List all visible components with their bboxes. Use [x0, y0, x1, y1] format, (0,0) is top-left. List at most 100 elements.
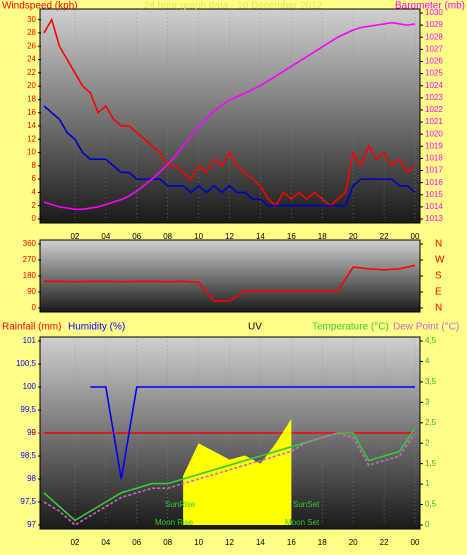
y-tick-label: 97,5	[20, 497, 36, 506]
y2-tick-label: 1029	[425, 20, 443, 29]
y2-tick-label: 1022	[425, 105, 443, 114]
y-tick-label: 0	[32, 214, 37, 223]
line	[43, 105, 416, 207]
x-tick-label: 04	[101, 538, 110, 547]
y-tick-label: 10	[27, 148, 36, 157]
line	[43, 427, 416, 522]
y2-tick-label: 1016	[425, 178, 443, 187]
x-tick-label: 10	[194, 232, 203, 241]
y-tick-label: 28	[27, 28, 36, 37]
y2-tick-label: 1018	[425, 154, 443, 163]
x-tick-label: 12	[225, 232, 234, 241]
y-tick-label: 12	[27, 134, 36, 143]
x-tick-label: 16	[287, 232, 296, 241]
area	[183, 418, 292, 525]
line	[44, 264, 416, 302]
y2-tick-label: 1013	[425, 214, 443, 223]
x-tick-label: 20	[349, 232, 358, 241]
x-tick-label: 02	[70, 232, 79, 241]
x-tick-label: 16	[287, 538, 296, 547]
y-tick-label: 99,5	[20, 405, 36, 414]
legend-entry: Dew Point (°C)	[393, 322, 459, 333]
y2-tick-label: 2	[425, 438, 430, 447]
y-tick-label: 20	[27, 81, 36, 90]
y2-tick-label: 1023	[425, 93, 443, 102]
x-tick-label: 18	[318, 232, 327, 241]
y-tick-label: 97	[27, 520, 36, 529]
y2-tick-label: S	[435, 271, 442, 282]
y2-tick-label: E	[435, 287, 442, 298]
chart-title: 24 hour graph data - 10 December 2012	[144, 1, 323, 12]
y-tick-label: 98,5	[20, 451, 36, 460]
y2-tick-label: 1017	[425, 166, 443, 175]
x-tick-label: 22	[380, 232, 389, 241]
y-tick-label: 180	[23, 271, 37, 280]
y2-tick-label: N	[435, 303, 442, 314]
x-tick-label: 22	[380, 538, 389, 547]
y2-tick-label: 4	[425, 357, 430, 366]
x-tick-label: 08	[163, 232, 172, 241]
y2-tick-label: 1020	[425, 129, 443, 138]
line	[43, 17, 416, 207]
y-tick-label: 100,5	[16, 359, 37, 368]
legend-entry: Temperature (°C)	[312, 322, 389, 333]
x-tick-label: 10	[194, 538, 203, 547]
y-tick-label: 24	[27, 55, 36, 64]
y2-tick-label: 1,5	[425, 459, 437, 468]
y3-tick-label: 0	[32, 428, 37, 437]
y-tick-label: 14	[27, 121, 36, 130]
y-tick-label: 100	[23, 382, 37, 391]
y-tick-label: 22	[27, 68, 36, 77]
line	[90, 386, 415, 480]
y2-tick-label: 1019	[425, 141, 443, 150]
x-tick-label: 14	[256, 538, 265, 547]
legend-entry: UV	[248, 322, 262, 333]
y2-tick-label: 1015	[425, 190, 443, 199]
y-tick-label: 4	[32, 188, 37, 197]
line	[43, 432, 416, 526]
y-tick-label: 99	[27, 428, 36, 437]
annotation: SunSet	[293, 500, 320, 509]
line	[43, 21, 416, 211]
x-tick-label: 00	[411, 232, 420, 241]
y-tick-label: 270	[23, 255, 37, 264]
y2-tick-label: W	[435, 255, 445, 266]
y2-tick-label: 3	[425, 397, 430, 406]
y-tick-label: 90	[27, 287, 36, 296]
x-tick-label: 06	[132, 232, 141, 241]
y-tick-label: 98	[27, 474, 36, 483]
y2-tick-label: 1	[425, 479, 430, 488]
x-tick-label: 14	[256, 232, 265, 241]
y2-tick-label: 1024	[425, 81, 443, 90]
y-tick-label: 26	[27, 41, 36, 50]
annotation: Moon Set	[285, 518, 320, 527]
y2-tick-label: 0,5	[425, 500, 437, 509]
y2-tick-label: 1026	[425, 57, 443, 66]
annotation: SunRise	[165, 500, 196, 509]
y-tick-label: 30	[27, 15, 36, 24]
y2-tick-label: 1021	[425, 117, 443, 126]
y2-axis-label: Barometer (mb)	[395, 1, 465, 12]
y2-tick-label: 1030	[425, 8, 443, 17]
x-tick-label: 00	[411, 538, 420, 547]
y2-tick-label: 0	[425, 520, 430, 529]
y-tick-label: 360	[23, 239, 37, 248]
legend-entry: Rainfall (mm)	[2, 322, 61, 333]
annotation: Moon Rise	[155, 518, 194, 527]
x-tick-label: 18	[318, 538, 327, 547]
x-tick-label: 12	[225, 538, 234, 547]
y2-tick-label: 1025	[425, 69, 443, 78]
y-tick-label: 2	[32, 201, 37, 210]
y2-tick-label: 1028	[425, 32, 443, 41]
y-tick-label: 6	[32, 174, 37, 183]
y-tick-label: 16	[27, 108, 36, 117]
y-tick-label: 101	[23, 336, 37, 345]
x-tick-label: 04	[101, 232, 110, 241]
y2-tick-label: 3,5	[425, 377, 437, 386]
x-tick-label: 02	[70, 538, 79, 547]
y-tick-label: 18	[27, 94, 36, 103]
y2-tick-label: 1027	[425, 44, 443, 53]
y2-tick-label: 2,5	[425, 418, 437, 427]
y2-tick-label: 4,5	[425, 336, 437, 345]
